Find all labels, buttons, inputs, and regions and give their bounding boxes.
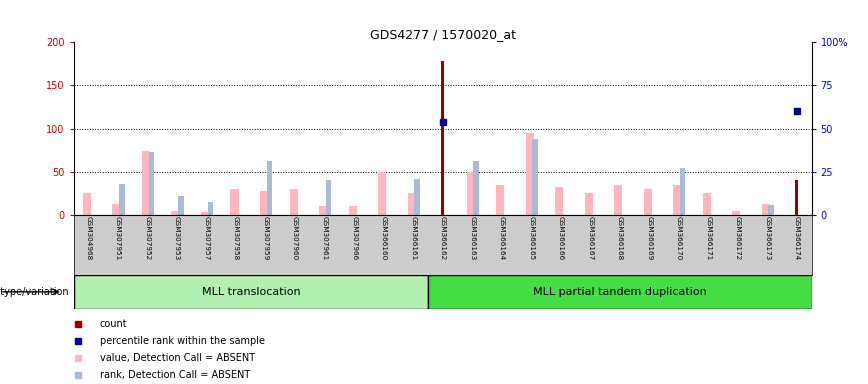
Text: GSM366170: GSM366170 xyxy=(676,216,681,260)
Bar xyxy=(414,179,419,215)
Bar xyxy=(526,133,534,215)
Bar xyxy=(644,189,652,215)
Bar xyxy=(762,204,770,215)
Text: MLL translocation: MLL translocation xyxy=(201,287,300,297)
Bar xyxy=(172,211,180,215)
Text: GSM366160: GSM366160 xyxy=(381,216,386,260)
Bar xyxy=(319,205,327,215)
Text: percentile rank within the sample: percentile rank within the sample xyxy=(100,336,265,346)
Text: GSM366173: GSM366173 xyxy=(765,216,770,260)
Bar xyxy=(260,191,268,215)
Text: GSM366163: GSM366163 xyxy=(470,216,475,260)
Bar xyxy=(74,275,428,309)
Text: GSM307960: GSM307960 xyxy=(293,216,298,260)
Text: rank, Detection Call = ABSENT: rank, Detection Call = ABSENT xyxy=(100,370,250,381)
Bar xyxy=(733,211,740,215)
Bar xyxy=(119,184,124,215)
Bar xyxy=(585,194,593,215)
Text: GSM307959: GSM307959 xyxy=(263,216,268,260)
Bar xyxy=(615,185,622,215)
Text: genotype/variation: genotype/variation xyxy=(0,287,69,297)
Bar xyxy=(795,180,799,215)
Bar xyxy=(496,185,504,215)
Text: GSM366161: GSM366161 xyxy=(411,216,416,260)
Bar xyxy=(473,161,478,215)
Text: value, Detection Call = ABSENT: value, Detection Call = ABSENT xyxy=(100,353,255,363)
Text: GSM366165: GSM366165 xyxy=(529,216,534,260)
Text: GSM366166: GSM366166 xyxy=(558,216,563,260)
Title: GDS4277 / 1570020_at: GDS4277 / 1570020_at xyxy=(370,28,516,41)
Text: GSM307957: GSM307957 xyxy=(204,216,209,260)
Bar xyxy=(326,180,331,215)
Text: GSM366174: GSM366174 xyxy=(794,216,799,260)
Bar xyxy=(83,194,91,215)
Bar xyxy=(441,61,444,215)
Text: GSM366167: GSM366167 xyxy=(588,216,593,260)
Bar xyxy=(378,172,386,215)
Bar xyxy=(408,194,416,215)
Text: GSM307951: GSM307951 xyxy=(115,216,121,260)
Bar xyxy=(201,212,209,215)
Text: GSM366168: GSM366168 xyxy=(617,216,622,260)
Text: GSM307952: GSM307952 xyxy=(145,216,150,260)
Bar xyxy=(768,205,773,215)
Bar xyxy=(142,151,150,215)
Text: GSM307958: GSM307958 xyxy=(233,216,239,260)
Bar xyxy=(349,207,357,215)
Text: GSM366172: GSM366172 xyxy=(735,216,740,260)
Text: GSM307966: GSM307966 xyxy=(352,216,357,260)
Text: GSM366171: GSM366171 xyxy=(706,216,711,260)
Bar xyxy=(556,187,563,215)
Text: GSM307961: GSM307961 xyxy=(322,216,327,260)
Text: GSM366164: GSM366164 xyxy=(499,216,504,260)
Bar xyxy=(148,152,154,215)
Bar xyxy=(680,167,685,215)
Bar xyxy=(290,189,298,215)
Text: GSM366169: GSM366169 xyxy=(647,216,652,260)
Bar xyxy=(113,204,121,215)
Bar xyxy=(428,275,812,309)
Bar xyxy=(266,162,272,215)
Bar xyxy=(178,196,183,215)
Bar xyxy=(207,202,213,215)
Bar xyxy=(674,185,681,215)
Bar xyxy=(467,172,475,215)
Text: MLL partial tandem duplication: MLL partial tandem duplication xyxy=(533,287,707,297)
Bar xyxy=(532,139,537,215)
Text: GSM366162: GSM366162 xyxy=(440,216,445,260)
Text: count: count xyxy=(100,318,128,329)
Bar xyxy=(231,189,239,215)
Text: GSM304968: GSM304968 xyxy=(86,216,91,260)
Text: GSM307953: GSM307953 xyxy=(174,216,180,260)
Bar xyxy=(703,194,711,215)
